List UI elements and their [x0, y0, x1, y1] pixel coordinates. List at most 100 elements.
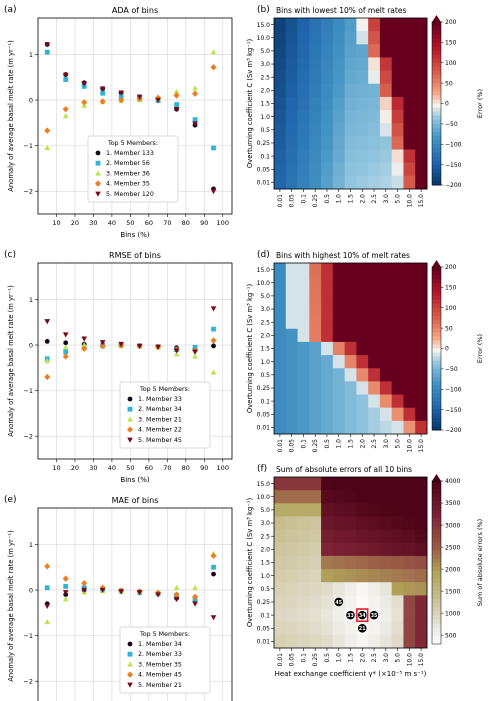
x-tick-label: 0.01 [277, 653, 284, 667]
heatmap-cell [391, 621, 404, 636]
heatmap-cell [332, 490, 346, 504]
heatmap-cell [344, 110, 357, 124]
colorbar-tick-label: 50 [445, 80, 453, 87]
heatmap-cell [297, 394, 310, 409]
x-tick-label: 2.0 [359, 653, 366, 663]
x-tick-label: 15.0 [418, 194, 425, 208]
data-point [173, 106, 180, 113]
heatmap-cell [297, 407, 310, 422]
heatmap-cell [391, 542, 404, 557]
heatmap-cell [415, 149, 428, 164]
y-tick-label: 0.05 [257, 625, 271, 632]
colorbar-segment [432, 603, 441, 608]
y-tick-label: 0.25 [257, 385, 271, 392]
heatmap-cell [332, 516, 346, 531]
y-tick-label: 0.1 [260, 153, 270, 160]
heatmap-cell [379, 420, 393, 435]
heatmap-cell [379, 175, 393, 190]
heatmap-cell [415, 595, 428, 609]
heatmap-cell [274, 83, 287, 98]
heatmap-cell [368, 18, 381, 32]
heatmap-cell [403, 634, 416, 649]
heatmap-cell [274, 368, 287, 382]
heatmap-cell [356, 490, 369, 504]
heatmap-panel-b: 15.0 10.0 5.0 3.0 2.5 2.0 1.5 1.0 0.5 0.25 0.1 0.05… [246, 5, 484, 207]
x-tick-label: 0.5 [324, 653, 331, 663]
heatmap-cell [403, 44, 416, 58]
heatmap-cell [415, 315, 428, 330]
legend-entry: 4. Member 45 [138, 672, 182, 679]
colorbar-segment [432, 493, 441, 498]
heatmap-cell [415, 503, 428, 517]
colorbar-segment [432, 271, 441, 276]
heatmap-cell [403, 477, 416, 491]
colorbar-segment [432, 160, 441, 166]
data-point [155, 97, 161, 104]
data-point [81, 345, 88, 352]
y-tick-label: 10.0 [257, 280, 271, 287]
y-tick-label: 5.0 [260, 507, 270, 514]
heatmap-cell [415, 420, 428, 435]
heatmap-cell [285, 569, 298, 583]
heatmap-cell [344, 542, 357, 557]
heatmap-cell [332, 263, 346, 277]
heatmap-cell [391, 328, 404, 343]
heatmap-cell [285, 555, 298, 570]
heatmap-cell [274, 123, 287, 137]
colorbar: 4000 3500 3000 2500 2000 1500 1000 500 Sum of ab… [431, 474, 484, 645]
heatmap-cell [285, 341, 298, 356]
y-tick-label: 1 [29, 51, 33, 59]
heatmap-cell [285, 621, 298, 636]
y-tick-label: 10.0 [257, 494, 271, 501]
heatmap-cell [391, 582, 404, 596]
y-tick-label: 15.0 [257, 267, 271, 274]
plot-frame [37, 17, 233, 215]
heatmap-cell [415, 31, 428, 45]
x-tick-label: 0.25 [312, 194, 319, 208]
heatmap-cell [356, 110, 369, 124]
colorbar-segment [432, 136, 441, 141]
heatmap-cell [297, 123, 310, 137]
heatmap-cell [344, 595, 357, 609]
data-point [155, 94, 162, 101]
x-tick-label: 3.0 [383, 653, 390, 663]
heatmap-cell [297, 634, 310, 649]
x-tick-label: 60 [145, 464, 153, 472]
x-tick-label: 10.0 [406, 194, 413, 208]
heatmap-cell [321, 44, 334, 58]
data-point [173, 591, 180, 598]
legend-marker [95, 180, 101, 187]
colorbar-label: Error (%) [476, 89, 484, 118]
heatmap-cell [274, 529, 287, 544]
x-tick-label: 0.25 [312, 653, 319, 667]
heatmap-cell [415, 569, 428, 583]
heatmap-cell [368, 276, 381, 290]
heatmap-cell [391, 70, 404, 85]
x-tick-label: 1.5 [348, 439, 355, 449]
colorbar-segment [432, 344, 441, 349]
heatmap-panel-d: 15.0 10.0 5.0 3.0 2.5 2.0 1.5 1.0 0.5 0.25 0.1 0.05… [246, 250, 484, 452]
heatmap-cell [309, 529, 322, 544]
heatmap-cell [309, 595, 322, 609]
heatmap-cell [321, 18, 334, 32]
heatmap-cell [274, 328, 287, 343]
member-marker [346, 610, 355, 620]
heatmap-cell [321, 289, 334, 303]
heatmap-cell [321, 315, 334, 330]
heatmap-cell [332, 420, 346, 435]
heatmap-cell [403, 516, 416, 531]
heatmap-cell [368, 394, 381, 409]
heatmap-cell [321, 490, 334, 504]
colorbar-tick-label: −100 [445, 386, 462, 393]
heatmap-cell [274, 276, 287, 290]
heatmap-cell [274, 110, 287, 124]
x-tick-label: 80 [182, 464, 190, 472]
heatmap-cell [403, 57, 416, 72]
colorbar-segment [432, 542, 441, 547]
data-point [62, 72, 69, 78]
heatmap-cell [403, 381, 416, 395]
heatmap-cell [332, 477, 346, 491]
heatmap-cell [332, 341, 346, 356]
y-axis-label: Overturning coefficient C (Sv m³ kg⁻¹) [246, 283, 254, 413]
heatmap-cell [379, 621, 393, 636]
